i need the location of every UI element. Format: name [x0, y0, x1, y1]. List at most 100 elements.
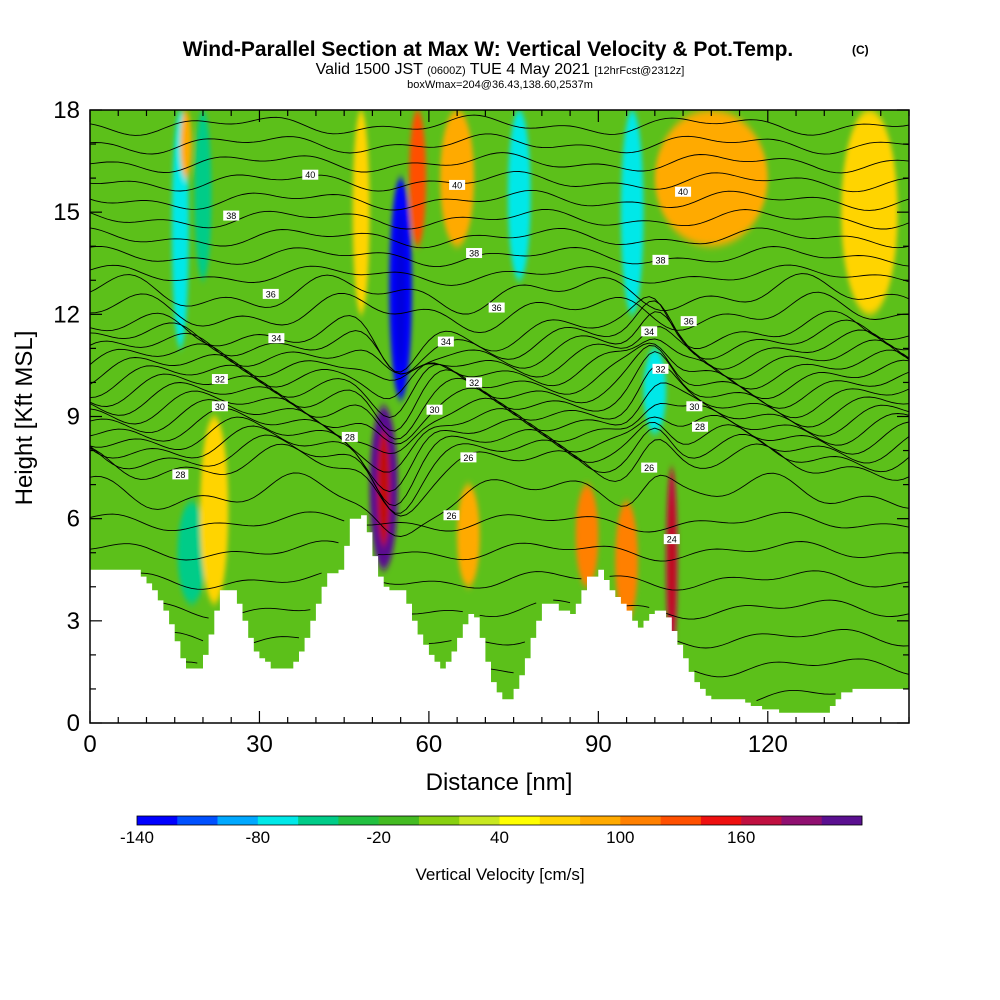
chart-subtitle: Valid 1500 JST (0600Z) TUE 4 May 2021 [1…: [316, 61, 685, 78]
contour-label-text: 26: [446, 511, 456, 521]
contour-label: 34: [268, 333, 285, 344]
contour-label-bg: [652, 363, 669, 374]
contour-label: 26: [443, 510, 460, 521]
contour-label-text: 32: [215, 375, 225, 385]
contour-label: 28: [341, 431, 358, 442]
contour-label: 32: [211, 374, 228, 385]
contour-label-text: 30: [689, 402, 699, 412]
contour-labels: 40 38 36 34 32 30 28 40 38 36 34 32 30 28 26 26 40 38 36 34…: [172, 169, 709, 545]
velocity-feature: [194, 110, 212, 281]
contour-label-text: 40: [305, 170, 315, 180]
colorbar-swatch: [418, 816, 460, 825]
theta-contour-line: [90, 245, 909, 268]
velocity-feature: [177, 501, 206, 604]
contour-label: 28: [172, 469, 189, 480]
contour-label-bg: [211, 374, 228, 385]
theta-contour-line: [756, 689, 836, 702]
theta-contour-line: [90, 511, 909, 533]
theta-contour-line: [140, 570, 909, 591]
velocity-feature: [620, 110, 644, 315]
velocity-feature: [841, 110, 898, 315]
velocity-core: [669, 495, 675, 627]
contour-label-text: 26: [463, 453, 473, 463]
contour-label-bg: [262, 288, 279, 299]
x-tick-label: 60: [416, 731, 443, 758]
contour-label: 38: [223, 210, 240, 221]
contour-label: 30: [686, 401, 703, 412]
colorbar-swatch: [499, 816, 541, 825]
contour-label-bg: [426, 404, 443, 415]
colorbar-swatch: [539, 816, 581, 825]
velocity-features: [171, 110, 898, 655]
colorbar-swatch: [781, 816, 823, 825]
contour-label-bg: [449, 179, 466, 190]
contour-label: 24: [663, 534, 680, 545]
contour-label: 32: [466, 377, 483, 388]
contour-label: 26: [460, 452, 477, 463]
theta-contour-line: [90, 264, 909, 286]
velocity-feature: [654, 110, 768, 247]
contour-label-bg: [466, 248, 483, 259]
copyright-mark: (C): [852, 43, 869, 57]
colorbar-swatch: [217, 816, 259, 825]
velocity-core: [395, 211, 406, 367]
contour-label-text: 34: [644, 327, 654, 337]
y-tick-label: 15: [53, 199, 80, 226]
theta-contour-line: [90, 326, 909, 381]
theta-contour-line: [90, 133, 909, 155]
theta-contour-line: [90, 273, 909, 315]
colorbar-swatch: [660, 816, 702, 825]
theta-contour-line: [90, 351, 909, 440]
colorbar-tick-label: -80: [246, 828, 271, 847]
y-axis-title: Height [Kft MSL]: [11, 331, 38, 506]
contour-label-text: 40: [678, 187, 688, 197]
x-tick-label: 120: [748, 731, 788, 758]
contour-label: 36: [680, 316, 697, 327]
contour-label-bg: [686, 401, 703, 412]
contour-label: 34: [641, 326, 658, 337]
contour-label-text: 34: [441, 337, 451, 347]
theta-contour-line: [90, 311, 909, 375]
contour-label-text: 28: [695, 422, 705, 432]
contour-label-text: 30: [430, 405, 440, 415]
theta-contour-line: [90, 540, 909, 562]
colorbar-swatch: [580, 816, 621, 825]
colorbar-frame: [136, 815, 863, 826]
box-info: boxWmax=204@36.43,138.60,2537m: [407, 79, 593, 91]
contour-label-bg: [302, 169, 319, 180]
colorbar-swatch: [338, 816, 379, 825]
colorbar-tick-label: -140: [120, 828, 154, 847]
theta-contour-line: [90, 227, 909, 249]
contour-label: 32: [652, 363, 669, 374]
contour-label-bg: [488, 302, 505, 313]
contour-label-bg: [641, 326, 658, 337]
contour-label-bg: [466, 377, 483, 388]
velocity-feature: [352, 110, 370, 315]
colorbar-swatch: [821, 816, 863, 825]
contour-label-bg: [641, 462, 658, 473]
velocity-core: [377, 430, 391, 546]
velocity-feature: [409, 110, 427, 247]
terrain-mask: [90, 515, 909, 723]
contour-label: 40: [449, 179, 466, 190]
contour-label-bg: [172, 469, 189, 480]
contour-label-text: 34: [271, 334, 281, 344]
velocity-feature: [575, 484, 599, 587]
x-tick-label: 90: [585, 731, 612, 758]
contour-label-text: 38: [469, 249, 479, 259]
contour-label-text: 36: [684, 317, 694, 327]
contour-label: 36: [262, 288, 279, 299]
colorbar-tick-label: 40: [490, 828, 509, 847]
colorbar-swatch: [298, 816, 339, 825]
theta-contour-line: [90, 152, 909, 174]
theta-contour-line: [90, 414, 909, 493]
x-axis-title: Distance [nm]: [426, 769, 573, 796]
theta-contour-line: [174, 629, 909, 649]
x-tick-label: 0: [83, 731, 96, 758]
contour-label-bg: [223, 210, 240, 221]
theta-contour-line: [185, 658, 909, 678]
colorbar-tick-label: -20: [366, 828, 391, 847]
contour-label-text: 32: [469, 378, 479, 388]
x-tick-label: 30: [246, 731, 273, 758]
